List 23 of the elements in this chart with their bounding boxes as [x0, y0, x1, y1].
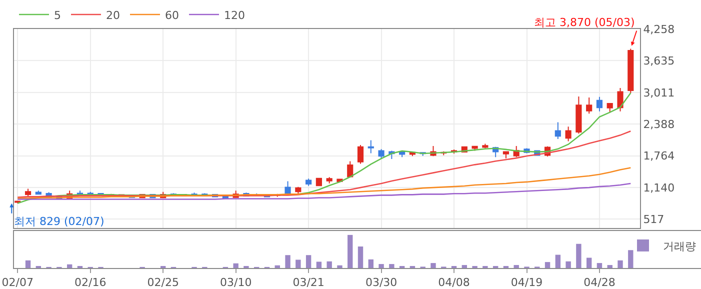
annotation: 최저 829 (02/07): [14, 215, 104, 228]
legend-label: 20: [106, 8, 120, 22]
y-tick-label: 1,764: [643, 150, 675, 163]
y-tick-label: 3,011: [643, 86, 675, 100]
y-tick-label: 2,388: [643, 118, 675, 131]
x-tick-label: 02/25: [147, 276, 179, 289]
legend-label: 120: [224, 8, 245, 22]
x-tick-label: 03/21: [292, 276, 324, 289]
y-tick-label: 3,635: [643, 54, 675, 68]
legend-label: 5: [54, 8, 61, 22]
x-tick-label: 02/16: [74, 276, 106, 289]
x-tick-label: 04/08: [438, 276, 470, 289]
x-tick-label: 04/19: [510, 276, 543, 289]
x-tick-label: 03/30: [365, 276, 398, 289]
y-tick-label: 1,140: [643, 181, 675, 194]
x-tick-label: 02/07: [2, 276, 34, 289]
y-tick-label: 4,258: [643, 22, 675, 36]
annotation: 최고 3,870 (05/03): [534, 16, 635, 29]
x-tick-label: 03/10: [220, 276, 252, 289]
legend-label: 60: [165, 8, 179, 22]
x-tick-label: 04/28: [584, 276, 616, 289]
legend-label: 거래량: [663, 240, 696, 253]
y-tick-label: 517: [643, 213, 664, 226]
